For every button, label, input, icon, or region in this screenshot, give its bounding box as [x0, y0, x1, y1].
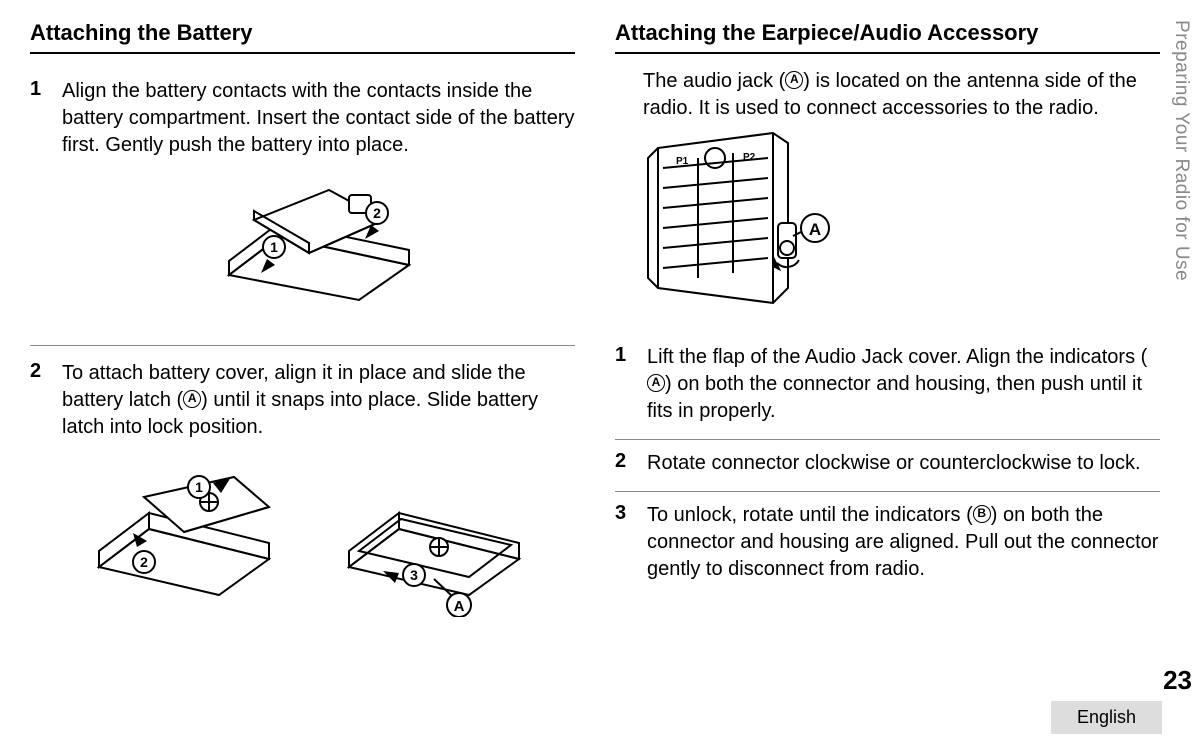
step-text: Lift the flap of the Audio Jack cover. A… [647, 344, 1160, 425]
figure-audio-jack: P1 P2 A [643, 122, 1160, 322]
step-number: 3 [615, 502, 633, 583]
step-text: To attach battery cover, align it in pla… [62, 360, 575, 631]
step-number: 1 [615, 344, 633, 425]
page-content: Attaching the Battery 1 Align the batter… [0, 0, 1200, 748]
marker-a-icon: A [785, 71, 803, 89]
right-column: Attaching the Earpiece/Audio Accessory T… [615, 20, 1160, 728]
step-text-part: ) on both the connector and housing, the… [647, 373, 1142, 422]
page-number: 23 [1163, 665, 1192, 696]
marker-a-icon: A [183, 390, 201, 408]
right-step-1: 1 Lift the flap of the Audio Jack cover.… [615, 334, 1160, 440]
side-tab: Preparing Your Radio for Use [1170, 20, 1192, 281]
intro-part: The audio jack ( [643, 70, 785, 92]
step-text-part: Lift the flap of the Audio Jack cover. A… [647, 346, 1147, 368]
step-number: 2 [615, 450, 633, 477]
svg-text:P1: P1 [676, 156, 689, 167]
right-intro: The audio jack (A) is located on the ant… [615, 68, 1160, 334]
svg-text:2: 2 [140, 554, 148, 570]
step-number: 1 [30, 78, 48, 319]
step-text: To unlock, rotate until the indicators (… [647, 502, 1160, 583]
left-step-2: 2 To attach battery cover, align it in p… [30, 350, 575, 645]
marker-a-icon: A [647, 374, 665, 392]
svg-text:P2: P2 [743, 152, 756, 163]
marker-b-icon: B [973, 505, 991, 523]
step-text: Rotate connector clockwise or counterclo… [647, 450, 1160, 477]
left-step-1: 1 Align the battery contacts with the co… [30, 68, 575, 333]
figure-battery-cover: 1 2 [62, 441, 575, 631]
right-section-title: Attaching the Earpiece/Audio Accessory [615, 20, 1160, 54]
language-label: English [1051, 701, 1162, 734]
step-number: 2 [30, 360, 48, 631]
left-section-title: Attaching the Battery [30, 20, 575, 54]
step-text-span: Align the battery contacts with the cont… [62, 80, 574, 156]
right-step-2: 2 Rotate connector clockwise or counterc… [615, 440, 1160, 492]
svg-text:A: A [453, 598, 464, 615]
left-column: Attaching the Battery 1 Align the batter… [30, 20, 575, 728]
right-step-3: 3 To unlock, rotate until the indicators… [615, 492, 1160, 597]
svg-text:3: 3 [410, 567, 418, 583]
fig-audio-label: A [809, 220, 821, 239]
fig1-label-1: 1 [270, 239, 278, 255]
step-text: Align the battery contacts with the cont… [62, 78, 575, 319]
svg-text:1: 1 [195, 479, 203, 495]
figure-battery-insert: 1 2 [62, 159, 575, 319]
fig1-label-2: 2 [373, 205, 381, 221]
step-text-part: To unlock, rotate until the indicators ( [647, 504, 973, 526]
